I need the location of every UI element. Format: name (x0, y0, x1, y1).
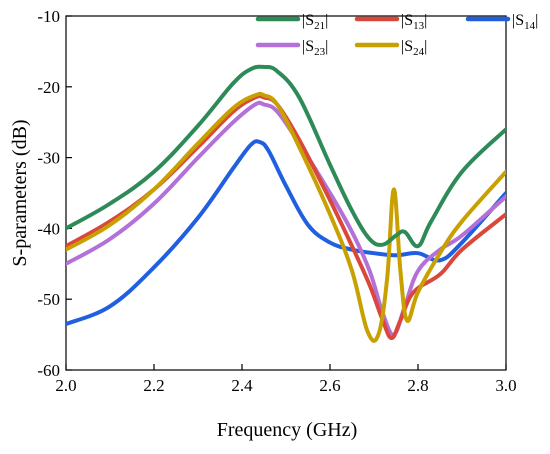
series-line-s14 (66, 139, 506, 326)
y-tick-label: -60 (37, 361, 60, 380)
series-line-s13 (66, 93, 506, 341)
legend-label: |S21| (302, 12, 328, 32)
axes-layer: 2.0 2.2 2.4 2.6 2.8 3.0 -10 -20 -30 -40 -50 -60 (37, 7, 516, 395)
legend-label: |S14| (512, 12, 538, 32)
legend: |S21| |S13| |S14| |S23| |S24| (255, 12, 538, 58)
legend-item-s23: |S23| (255, 38, 328, 58)
x-tick-label: 2.4 (231, 376, 253, 395)
x-tick-label: 3.0 (495, 376, 516, 395)
x-axis-title: Frequency (GHz) (217, 419, 358, 441)
series-layer (66, 64, 506, 343)
x-tick-label: 2.8 (407, 376, 428, 395)
legend-label: |S24| (401, 38, 427, 58)
y-tick-label: -10 (37, 7, 60, 26)
series-line-s21 (66, 64, 506, 249)
series-line-s23 (66, 100, 506, 337)
y-tick-label: -40 (37, 219, 60, 238)
y-tick-label: -30 (37, 149, 60, 168)
y-tick-label: -20 (37, 78, 60, 97)
legend-item-s24: |S24| (354, 38, 427, 58)
series-line-s24 (66, 91, 506, 343)
y-axis-title: S-parameters (dB) (9, 119, 31, 266)
legend-item-s14: |S14| (465, 12, 538, 32)
plot-frame (65, 15, 507, 371)
legend-label: |S13| (401, 12, 427, 32)
y-tick-label: -50 (37, 290, 60, 309)
legend-item-s13: |S13| (354, 12, 427, 32)
x-tick-label: 2.0 (55, 376, 76, 395)
x-tick-label: 2.2 (143, 376, 164, 395)
legend-item-s21: |S21| (255, 12, 328, 32)
x-tick-label: 2.6 (319, 376, 340, 395)
legend-label: |S23| (302, 38, 328, 58)
